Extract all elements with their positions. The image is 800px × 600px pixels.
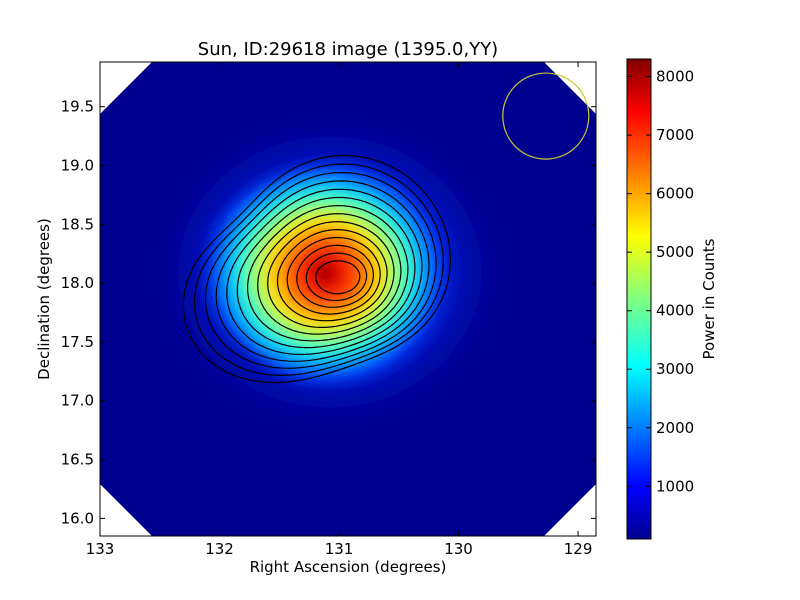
colorbar-tick-label: 5000 [656, 243, 694, 261]
contour-line [267, 221, 395, 328]
contour-line [246, 204, 409, 342]
colorbar [626, 58, 652, 540]
x-tick-label: 130 [444, 540, 473, 558]
y-tick-label: 16.5 [61, 451, 94, 469]
contour-lines [182, 154, 452, 384]
contour-line [215, 180, 430, 362]
y-axis-label: Declination (degrees) [35, 218, 53, 380]
contour-line [296, 244, 375, 308]
x-tick-label: 129 [564, 540, 593, 558]
y-tick-label: 18.5 [61, 215, 94, 233]
x-axis-label: Right Ascension (degrees) [250, 558, 447, 576]
y-tick-label: 18.0 [61, 274, 94, 292]
colorbar-tick-label: 2000 [656, 419, 694, 437]
plot-area [100, 62, 596, 536]
x-tick-label: 133 [86, 540, 115, 558]
blank-corners [100, 62, 596, 536]
y-tick-label: 16.0 [61, 509, 94, 527]
beam-circle [502, 72, 590, 160]
y-tick-label: 17.0 [61, 392, 94, 410]
chart-title: Sun, ID:29618 image (1395.0,YY) [198, 39, 498, 60]
blank-corner [544, 484, 596, 536]
x-tick-label: 131 [325, 540, 354, 558]
contour-line [226, 188, 423, 356]
colorbar-tick-label: 3000 [656, 360, 694, 378]
contour-line [182, 154, 452, 384]
contour-line [315, 260, 361, 295]
y-axis-ticks: 16.0 16.5 17.0 17.5 18.0 18.5 19.0 19.5 [61, 98, 596, 527]
plot-frame [99, 61, 597, 537]
colorbar-tick-label: 4000 [656, 302, 694, 320]
colorbar-label: Power in Counts [700, 238, 718, 359]
contour-line [193, 163, 445, 377]
contour-line [276, 228, 388, 322]
x-axis-ticks: 133 132 131 130 129 [86, 62, 593, 558]
contour-line [204, 171, 437, 369]
y-tick-label: 17.5 [61, 333, 94, 351]
colorbar-tick-label: 1000 [656, 477, 694, 495]
colorbar-tick-label: 8000 [656, 68, 694, 86]
colorbar-tick-label: 6000 [656, 185, 694, 203]
contour-line [257, 213, 402, 335]
contour-line [236, 196, 416, 349]
y-tick-label: 19.0 [61, 157, 94, 175]
colorbar-tick-label: 7000 [656, 126, 694, 144]
x-tick-label: 132 [205, 540, 234, 558]
colorbar-ticks: 1000 2000 3000 4000 5000 6000 7000 8000 [627, 68, 694, 495]
contour-line [305, 252, 368, 302]
y-tick-label: 19.5 [61, 98, 94, 116]
blank-corner [100, 484, 152, 536]
blank-corner [100, 62, 152, 114]
contour-line [286, 236, 381, 315]
